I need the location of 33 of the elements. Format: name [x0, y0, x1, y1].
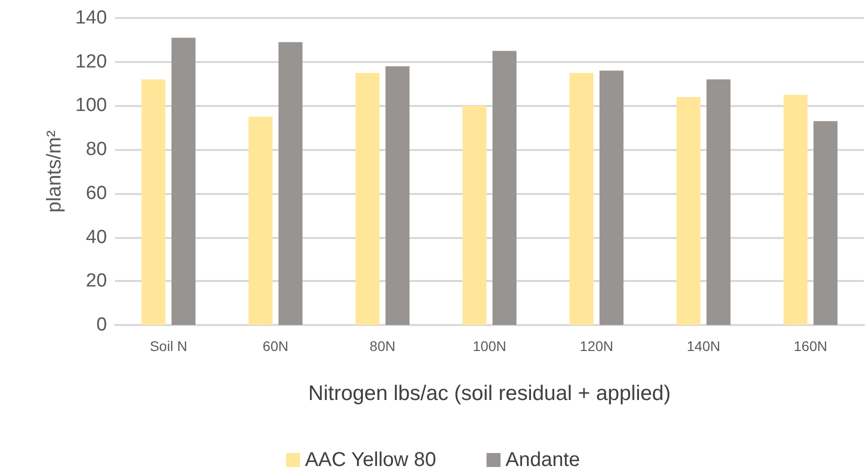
bar — [172, 38, 196, 325]
y-axis-title: plants/m² — [43, 130, 66, 213]
y-tick-label: 80 — [86, 139, 107, 160]
bar — [142, 79, 166, 325]
y-tick-label: 140 — [75, 8, 107, 28]
x-tick-label: 140N — [686, 338, 720, 354]
y-tick-label: 0 — [96, 314, 107, 336]
bar — [706, 79, 730, 325]
y-tick-label: 40 — [86, 226, 107, 248]
bar — [676, 96, 700, 325]
bar — [278, 42, 302, 325]
x-tick-label: 160N — [794, 338, 828, 354]
bar — [462, 106, 486, 325]
bar — [814, 121, 838, 325]
bar — [600, 70, 624, 325]
bar — [492, 50, 516, 325]
x-tick-label: 120N — [580, 338, 614, 354]
x-tick-label: Soil N — [150, 338, 188, 354]
legend-label: Andante — [506, 449, 580, 471]
bar — [386, 66, 410, 325]
bar — [248, 116, 272, 325]
y-tick-label: 60 — [86, 182, 107, 204]
bar — [570, 72, 594, 325]
bar — [784, 94, 808, 325]
x-axis-title: Nitrogen lbs/ac (soil residual + applied) — [308, 382, 671, 405]
x-tick-label: 100N — [472, 338, 506, 354]
y-tick-label: 120 — [75, 51, 107, 72]
y-tick-label: 20 — [86, 270, 107, 292]
legend-label: AAC Yellow 80 — [304, 449, 436, 471]
y-tick-label: 100 — [75, 95, 107, 116]
bar — [356, 72, 380, 325]
x-tick-label: 60N — [262, 338, 288, 354]
x-tick-label: 80N — [370, 338, 396, 354]
